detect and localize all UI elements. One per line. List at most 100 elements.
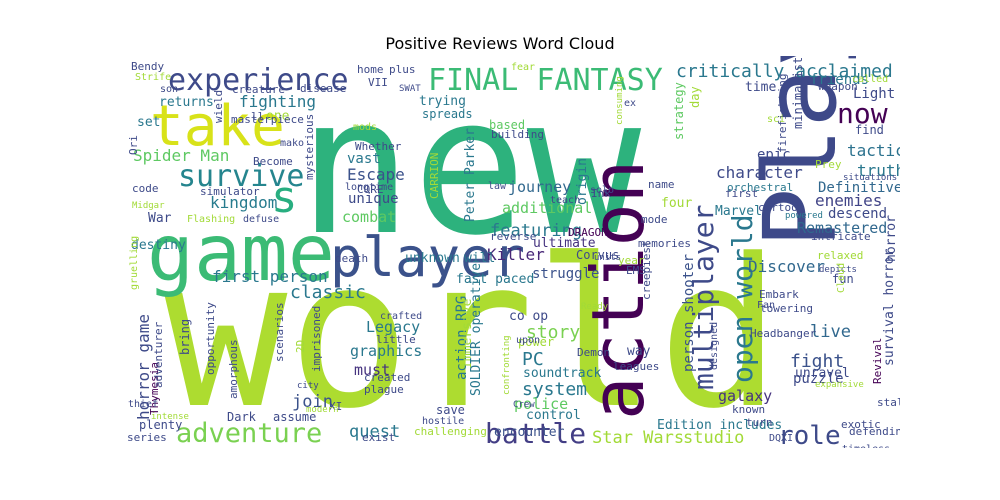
word-defending: defending <box>849 425 900 438</box>
word-son: son <box>160 84 178 95</box>
word-become: Become <box>253 155 293 168</box>
word-fan: Fan <box>757 300 775 311</box>
word-cloud: Cloud <box>836 263 847 293</box>
word-prey: Prey <box>815 158 842 171</box>
word-simulator: simulator <box>200 185 260 198</box>
word-fun: fun <box>832 272 854 286</box>
word-little: little <box>376 333 416 346</box>
word-fighting: fighting <box>239 92 316 111</box>
word-cartoon: cartoon <box>758 201 804 214</box>
word-cloud: new world game Play action player take s experie… <box>125 56 900 448</box>
word-assume: assume <box>273 410 316 424</box>
word-role: role <box>778 421 841 448</box>
word-name: name <box>648 178 675 191</box>
word-unknown: unknown <box>405 251 460 266</box>
word-opportunity: opportunity <box>204 302 217 375</box>
word-called: called <box>852 74 888 85</box>
word-must: must <box>354 361 390 379</box>
word-first-person: first person <box>212 267 328 286</box>
word-swat: SWAT <box>399 84 421 94</box>
word-adventure: adventure <box>176 418 322 448</box>
word-will: will <box>464 251 495 266</box>
word-carrion: CARRION <box>428 153 441 199</box>
word-graphics: graphics <box>350 342 422 360</box>
word-law: law <box>488 181 507 192</box>
word-corvus: Corvus <box>576 248 619 262</box>
word-police: police <box>514 395 568 413</box>
word-timeless: timeless <box>842 444 890 448</box>
word-story: story <box>526 322 580 343</box>
word-now: now <box>837 97 888 130</box>
word-set: set <box>137 115 160 130</box>
word-player: player <box>330 226 525 289</box>
chart-title: Positive Reviews Word Cloud <box>385 34 615 53</box>
word-disease: disease <box>300 82 346 95</box>
word-action-rpg: action RPG <box>454 296 470 380</box>
word-save: save <box>436 403 465 417</box>
word-critically-acclaimed: critically acclaimed <box>676 61 893 82</box>
word-expansive: expansive <box>815 380 864 390</box>
word-home: home <box>357 63 384 76</box>
word-stalking: stalking <box>877 396 900 409</box>
word-building: building <box>491 128 544 141</box>
word-bendy: Bendy <box>131 60 164 73</box>
word-mysterious: mysterious <box>303 114 316 180</box>
word-legacy: Legacy <box>366 318 420 336</box>
word-marvel: Marvel <box>715 204 762 219</box>
word-solo: solo <box>590 185 614 196</box>
word-pc: PC <box>522 349 544 370</box>
word-strategy: strategy <box>672 82 686 140</box>
word-play: Play <box>742 56 859 248</box>
word-thymesia: Thymesia <box>148 362 161 415</box>
word-fear: fear <box>511 62 535 73</box>
word-escape: Escape <box>347 165 405 184</box>
word-take: take <box>150 94 285 159</box>
word-scenarios: scenarios <box>273 302 286 362</box>
word-journey: journey <box>508 178 571 196</box>
word-plus: plus <box>389 63 416 76</box>
word-definitive: Definitive <box>818 180 900 196</box>
word-ex: ex <box>624 98 636 109</box>
word-featuring: featuring <box>490 221 582 241</box>
word-designed: designed <box>709 322 720 370</box>
word-weapon: weapon <box>818 80 858 93</box>
word-studio: studio <box>683 428 744 448</box>
word-relaxed: relaxed <box>817 249 863 262</box>
word-truth: truth <box>857 161 900 180</box>
word-four: four <box>661 196 692 211</box>
word-2d: 2D <box>294 340 307 353</box>
word-headbanger: Headbanger <box>750 327 817 340</box>
word-midgar: Midgar <box>132 201 165 211</box>
word-ultimate: ultimate <box>533 236 596 251</box>
word-imprisoned: imprisoned <box>310 306 323 372</box>
word-memories: memories <box>638 237 691 250</box>
word-soldier-operative: SOLDIER operative <box>469 263 484 396</box>
word-co-op: co op <box>509 309 548 324</box>
word-creature: creature <box>232 83 285 96</box>
word-death: death <box>335 252 368 265</box>
word-new: new <box>298 56 642 277</box>
word-power: power <box>518 335 554 349</box>
word-struggle: struggle <box>532 266 599 282</box>
word-strife: Strife <box>135 72 171 83</box>
word-classic: classic <box>290 282 366 303</box>
word-find: find <box>855 123 884 137</box>
word-action: action <box>576 160 660 420</box>
word-discover: Discover <box>748 257 825 276</box>
word-trying: trying <box>419 94 466 109</box>
word-plenty: plenty <box>139 418 182 432</box>
word-survival-horror: survival horror <box>882 248 897 366</box>
word-city: city <box>297 381 319 391</box>
word-consuming: consuming <box>615 76 625 125</box>
word-revival: Revival <box>871 338 884 384</box>
word-created: created <box>364 371 410 384</box>
word-friends: friends <box>810 72 869 88</box>
word-time: time <box>745 80 776 95</box>
word-wield: wield <box>212 90 225 123</box>
word-exist: exist <box>362 431 395 444</box>
word-edition-includes: Edition includes <box>657 418 782 433</box>
word-creepiest: creepiest <box>640 240 653 300</box>
word-spider-man: Spider Man <box>133 146 229 165</box>
